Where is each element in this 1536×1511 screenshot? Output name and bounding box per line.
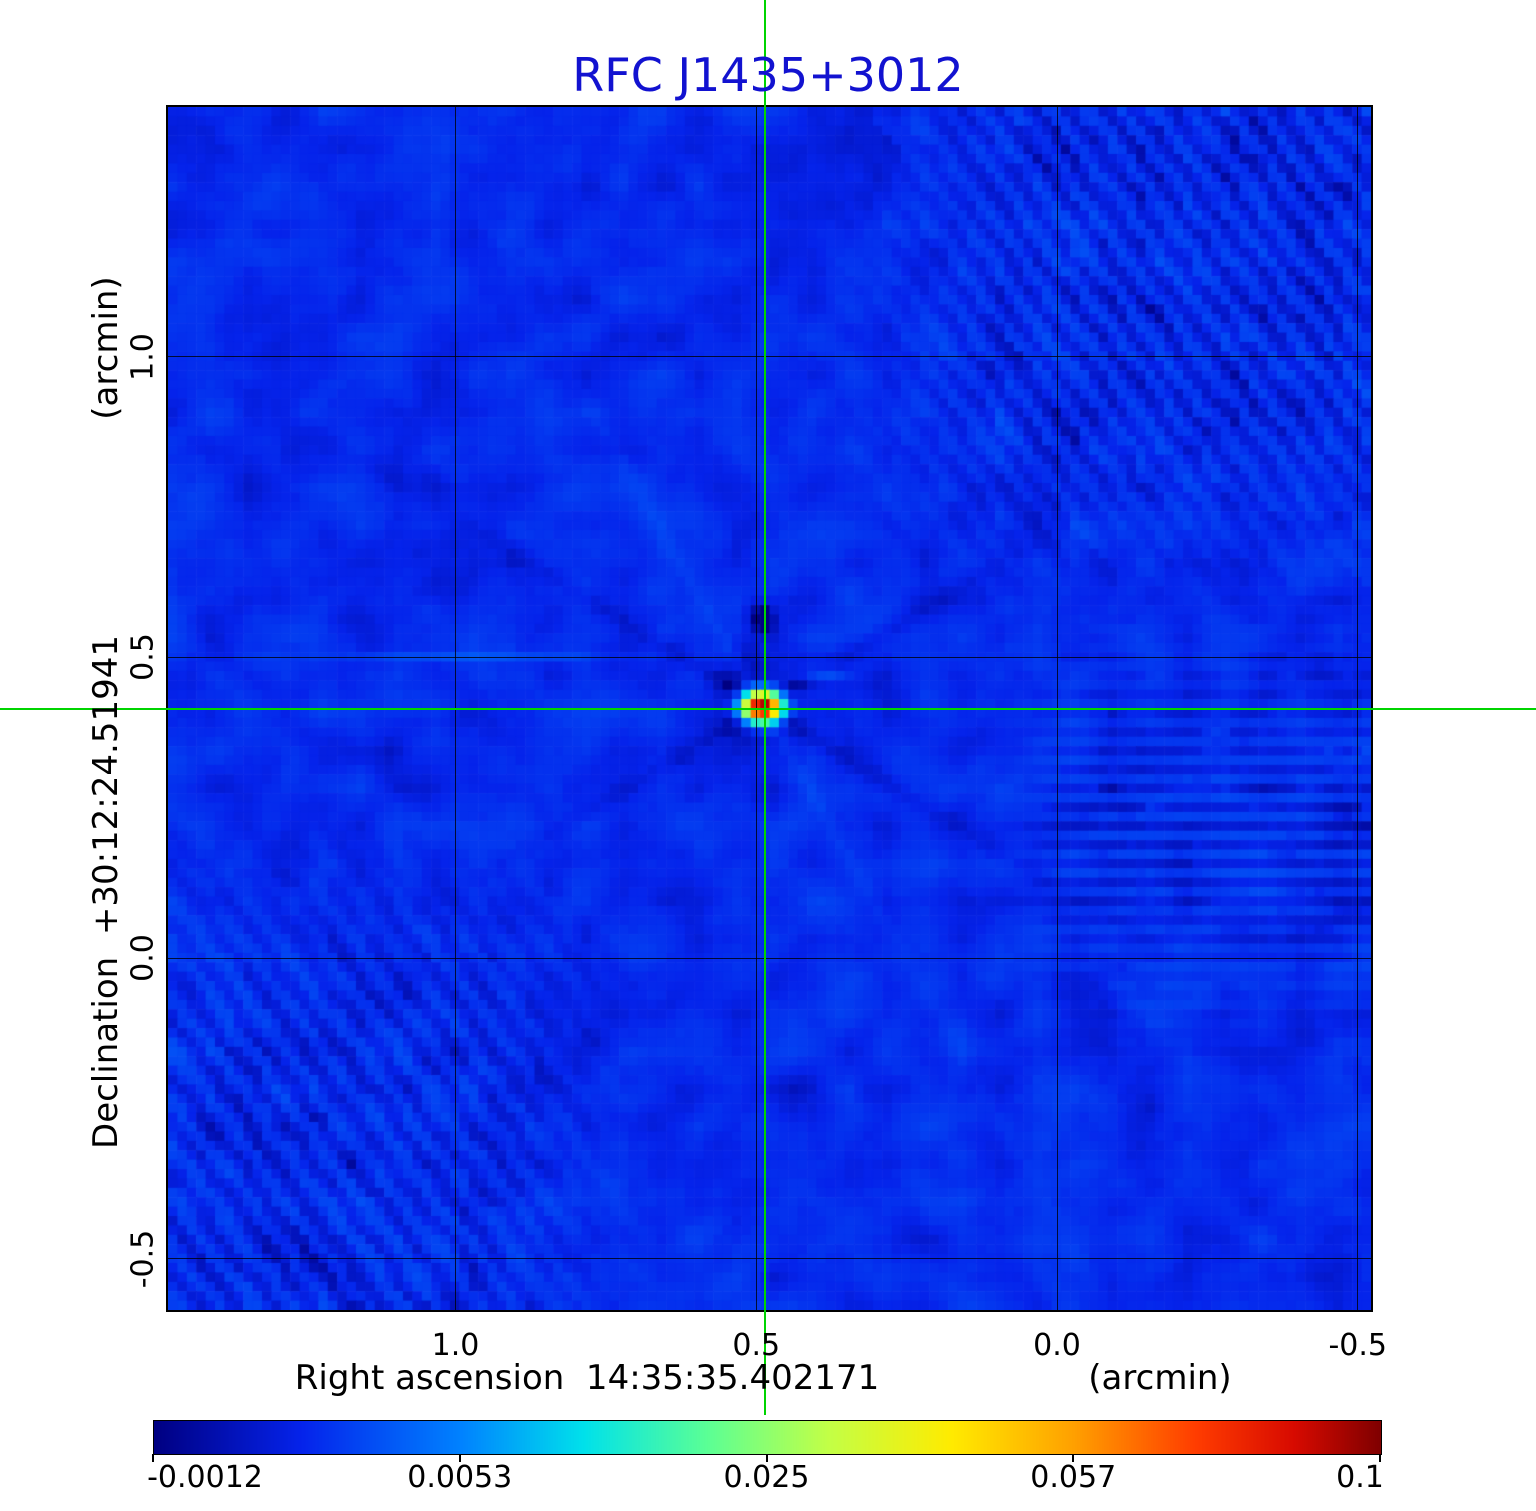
x-tick-label: 0.5 <box>732 1328 781 1363</box>
grid-line-horizontal <box>168 1258 1371 1260</box>
colorbar <box>153 1420 1382 1455</box>
grid-line-horizontal <box>168 356 1371 358</box>
crosshair-horizontal-line <box>0 707 1536 710</box>
colorbar-tick-label: -0.0012 <box>147 1460 263 1495</box>
colorbar-tick <box>1072 1454 1075 1462</box>
colorbar-tick <box>152 1454 154 1462</box>
x-axis-title: Right ascension 14:35:35.402171 <box>294 1358 880 1398</box>
colorbar-tick <box>1379 1454 1381 1462</box>
x-tick-label: 0.0 <box>1033 1328 1081 1363</box>
colorbar-tick-label: 0.057 <box>1030 1460 1117 1495</box>
figure-title: RFC J1435+3012 <box>572 48 964 102</box>
colorbar-gradient-canvas <box>154 1421 1381 1454</box>
colorbar-tick <box>765 1454 768 1462</box>
grid-line-horizontal <box>168 957 1371 959</box>
x-axis-unit-label: (arcmin) <box>1088 1358 1232 1398</box>
x-tick-label: 1.0 <box>431 1328 480 1363</box>
colorbar-tick-label: 0.025 <box>723 1460 810 1495</box>
colorbar-tick <box>458 1454 461 1462</box>
colorbar-tick-label: 0.0053 <box>407 1460 513 1495</box>
colorbar-tick-label: 0.1 <box>1336 1460 1384 1495</box>
x-tick-label: -0.5 <box>1328 1328 1388 1363</box>
grid-line-horizontal <box>168 656 1371 658</box>
